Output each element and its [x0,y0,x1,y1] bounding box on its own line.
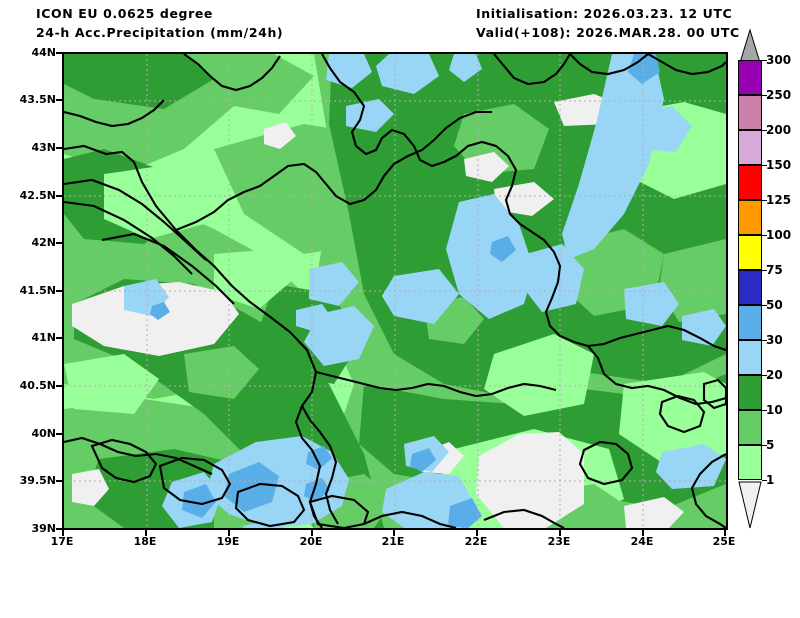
cbar-label-250: 250 [766,88,792,102]
xtick-mark [228,530,230,536]
cbar-band-30-50[interactable] [738,305,762,340]
ytick-mark [56,528,62,530]
colorbar[interactable] [738,28,762,529]
triangle-down-icon [738,481,762,529]
cbar-tick [762,235,767,236]
field-title: 24-h Acc.Precipitation (mm/24h) [36,25,284,40]
ytick-42n: 42N [31,236,56,249]
cbar-band-200-250[interactable] [738,95,762,130]
cbar-label-100: 100 [766,228,792,242]
cbar-band-10-20[interactable] [738,375,762,410]
ytick-43.5n: 43.5N [19,93,56,106]
cbar-label-200: 200 [766,123,792,137]
ytick-mark [56,242,62,244]
xtick-mark [476,530,478,536]
ytick-44n: 44N [31,46,56,59]
ytick-mark [56,99,62,101]
xtick-23e: 23E [547,535,571,548]
xtick-mark [393,530,395,536]
ytick-39.5n: 39.5N [19,474,56,487]
cbar-band-75-100[interactable] [738,235,762,270]
cbar-tick [762,340,767,341]
cbar-tick [762,165,767,166]
cbar-band-5-10[interactable] [738,410,762,445]
xtick-mark [642,530,644,536]
model-title: ICON EU 0.0625 degree [36,6,213,21]
cbar-band-1-5[interactable] [738,445,762,480]
cbar-band-20-30[interactable] [738,340,762,375]
ytick-43n: 43N [31,141,56,154]
ytick-mark [56,52,62,54]
cbar-band-150-200[interactable] [738,130,762,165]
cbar-label-150: 150 [766,158,792,172]
xtick-18e: 18E [133,535,157,548]
xtick-25e: 25E [712,535,736,548]
valid-time-label: Valid(+108): 2026.MAR.28. 00 UTC [476,25,740,40]
ytick-mark [56,433,62,435]
ytick-mark [56,480,62,482]
cbar-band-100-125[interactable] [738,200,762,235]
xtick-mark [724,530,726,536]
cbar-tick [762,445,767,446]
cbar-tick [762,60,767,61]
xtick-mark [311,530,313,536]
cbar-label-75: 75 [766,263,783,277]
cbar-tick [762,305,767,306]
xtick-24e: 24E [630,535,654,548]
cbar-tick [762,95,767,96]
ytick-40.5n: 40.5N [19,379,56,392]
ytick-mark [56,195,62,197]
ytick-40n: 40N [31,427,56,440]
initialisation-label: Initialisation: 2026.03.23. 12 UTC [476,6,733,21]
ytick-mark [56,385,62,387]
cbar-tick [762,480,767,481]
coastline-and-borders [64,54,726,528]
xtick-mark [559,530,561,536]
cbar-band-250-300[interactable] [738,60,762,95]
cbar-tick [762,130,767,131]
ytick-39n: 39N [31,522,56,535]
cbar-tick [762,270,767,271]
xtick-20e: 20E [299,535,323,548]
xtick-17e: 17E [50,535,74,548]
precipitation-field [64,54,726,528]
cbar-label-125: 125 [766,193,792,207]
cbar-label-300: 300 [766,53,792,67]
ytick-42.5n: 42.5N [19,189,56,202]
xtick-21e: 21E [381,535,405,548]
cbar-label-1: 1 [766,473,775,487]
cbar-label-30: 30 [766,333,783,347]
cbar-label-10: 10 [766,403,783,417]
cbar-label-50: 50 [766,298,783,312]
ytick-41n: 41N [31,331,56,344]
ytick-41.5n: 41.5N [19,284,56,297]
cbar-label-20: 20 [766,368,783,382]
cbar-band-50-75[interactable] [738,270,762,305]
xtick-19e: 19E [216,535,240,548]
ytick-mark [56,337,62,339]
xtick-mark [145,530,147,536]
cbar-tick [762,375,767,376]
ytick-mark [56,290,62,292]
cbar-tick [762,410,767,411]
xtick-22e: 22E [464,535,488,548]
precipitation-map-panel[interactable] [62,52,728,530]
ytick-mark [56,147,62,149]
cbar-band-125-150[interactable] [738,165,762,200]
cbar-label-5: 5 [766,438,775,452]
cbar-tick [762,200,767,201]
xtick-mark [62,530,64,536]
